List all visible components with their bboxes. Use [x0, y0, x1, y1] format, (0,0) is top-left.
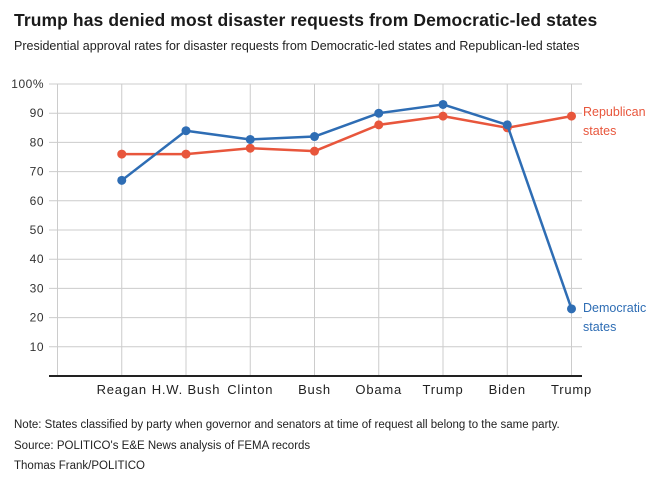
- x-category-label: H.W. Bush: [152, 382, 221, 397]
- x-category-label: Biden: [489, 382, 526, 397]
- note-text: Note: States classified by party when go…: [14, 419, 560, 431]
- series-label-democratic-states: Democratic states: [583, 301, 647, 334]
- data-point-democratic-states-biden: [502, 120, 512, 130]
- data-point-democratic-states-obama: [374, 108, 384, 118]
- data-point-democratic-states-hwbush: [181, 126, 191, 136]
- data-point-democratic-states-trump: [567, 304, 576, 314]
- source-text: Source: POLITICO's E&E News analysis of …: [14, 440, 311, 452]
- x-category-label: Bush: [298, 382, 331, 397]
- y-tick-label: 70: [30, 165, 44, 179]
- data-point-democratic-states-trump: [438, 99, 448, 109]
- series-label-republican-states: Republican states: [583, 105, 646, 138]
- series-line-democratic-states: [120, 103, 573, 310]
- y-tick-label: 60: [30, 194, 44, 208]
- y-tick-label: 50: [30, 223, 44, 237]
- data-point-republican-states-trump: [438, 111, 448, 121]
- series-line-republican-states: [121, 114, 572, 156]
- line-chart-canvas: 10 20 30 40 50 60 70 80 90 100% Reagan H.W. Bush Cli…: [11, 77, 592, 397]
- x-category-label: Obama: [355, 382, 402, 397]
- data-point-republican-states-trump: [567, 111, 576, 121]
- x-category-label: Trump: [422, 382, 463, 397]
- chart-subtitle: Presidential approval rates for disaster…: [14, 39, 580, 53]
- x-category-label: Trump: [551, 382, 592, 397]
- data-point-republican-states-clinton: [245, 143, 255, 153]
- data-point-republican-states-obama: [374, 120, 384, 130]
- y-tick-label: 10: [30, 340, 44, 354]
- data-point-republican-states-hwbush: [181, 149, 191, 159]
- y-tick-label: 20: [30, 311, 44, 325]
- data-point-democratic-states-bush: [310, 132, 319, 142]
- y-tick-label: 40: [30, 252, 44, 266]
- data-point-democratic-states-reagan: [117, 175, 127, 185]
- x-category-label: Clinton: [227, 382, 273, 397]
- data-point-republican-states-bush: [310, 146, 319, 156]
- chart-title: Trump has denied most disaster requests …: [14, 10, 598, 30]
- y-tick-label: 80: [30, 135, 44, 149]
- y-tick-label: 100%: [11, 77, 44, 91]
- data-point-democratic-states-clinton: [245, 134, 255, 144]
- y-tick-label: 30: [30, 281, 44, 295]
- x-category-label: Reagan: [97, 382, 147, 397]
- data-point-republican-states-reagan: [117, 149, 127, 159]
- y-tick-label: 90: [30, 106, 44, 120]
- byline-text: Thomas Frank/POLITICO: [14, 460, 146, 472]
